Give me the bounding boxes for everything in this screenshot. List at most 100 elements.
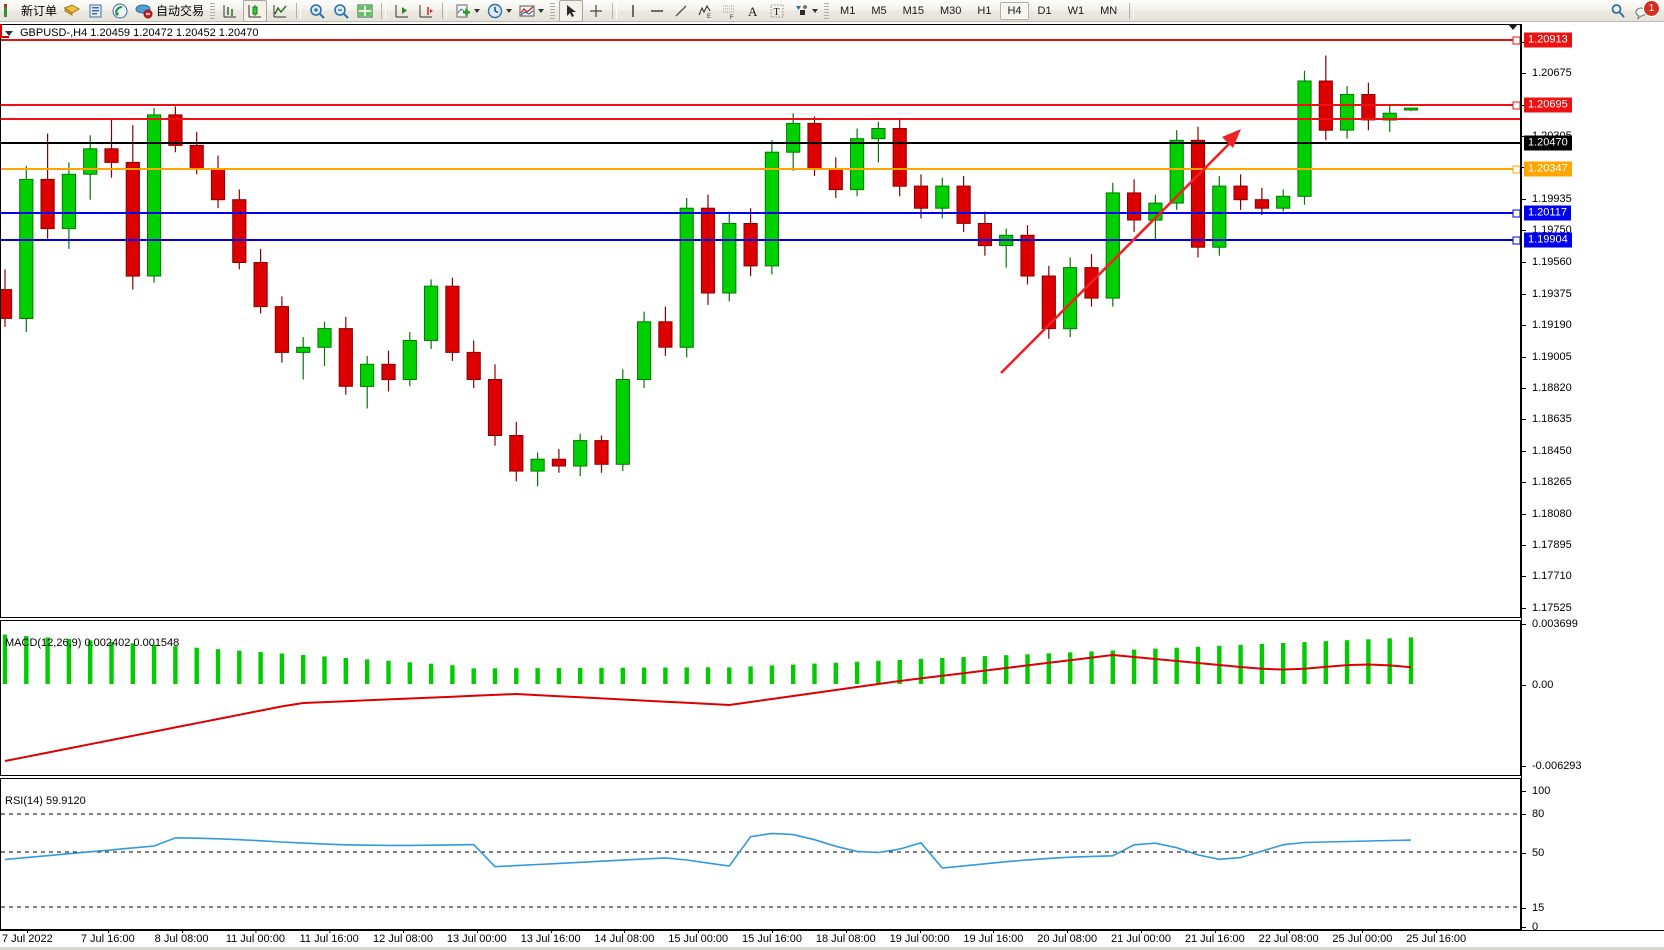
- macd-indicator-label: MACD(12,26,9) 0.002402 0.001548: [5, 637, 180, 649]
- data-window-button[interactable]: [61, 1, 83, 21]
- horizontal-scrollbar[interactable]: [0, 947, 1664, 950]
- price-level-badge[interactable]: 1.20470: [1524, 135, 1572, 151]
- pivot-handle[interactable]: [1512, 165, 1520, 174]
- text-label-button[interactable]: T: [766, 1, 788, 21]
- price-tick-label: 1.18080: [1522, 508, 1572, 520]
- period-button[interactable]: [484, 1, 514, 21]
- rsi-tick-label: 15: [1522, 902, 1544, 914]
- shapes-caret-icon[interactable]: [812, 8, 819, 13]
- search-button[interactable]: [1607, 1, 1629, 21]
- chart-shift-icon: [419, 4, 434, 17]
- toolbar-grip-1[interactable]: [210, 2, 216, 19]
- new-order-button[interactable]: 新订单: [1, 1, 59, 21]
- macd-canvas: [2, 634, 1414, 762]
- price-level-badge[interactable]: 1.20347: [1524, 161, 1572, 177]
- resistance-handle-2[interactable]: [1512, 101, 1520, 110]
- timeframe-m15[interactable]: M15: [902, 4, 924, 17]
- svg-text:T: T: [774, 7, 780, 18]
- timeframe-m1[interactable]: M1: [840, 4, 856, 17]
- time-tick-label: 13 Jul 16:00: [520, 930, 581, 945]
- rsi-pane[interactable]: RSI(14) 59.9120: [0, 778, 1521, 930]
- support-handle-1[interactable]: [1512, 209, 1520, 218]
- navigator-button[interactable]: [85, 1, 107, 21]
- cursor-button[interactable]: [559, 0, 584, 22]
- trendline-icon: [675, 5, 687, 16]
- chart-shift-button[interactable]: [415, 1, 437, 21]
- price-tick-label: 1.18265: [1522, 476, 1572, 488]
- price-tick-label: 1.19005: [1522, 351, 1572, 363]
- rsi-tick-label: 0: [1522, 921, 1538, 933]
- price-chart-pane[interactable]: GBPUSD-,H4 1.20459 1.20472 1.20452 1.204…: [0, 24, 1521, 618]
- price-tick-label: 1.18450: [1522, 445, 1572, 457]
- timeframe-d1[interactable]: D1: [1037, 4, 1052, 17]
- auto-scroll-button[interactable]: [391, 1, 413, 21]
- rsi-tick-label: 80: [1522, 808, 1544, 820]
- bar-chart-button[interactable]: [219, 1, 241, 21]
- svg-text:A: A: [748, 4, 758, 19]
- horizontal-line-icon: [651, 9, 664, 12]
- zoom-out-button[interactable]: [330, 1, 352, 21]
- timeframe-w1[interactable]: W1: [1067, 4, 1085, 17]
- toolbar-grip-2[interactable]: [550, 2, 556, 19]
- time-tick-label: 8 Jul 08:00: [154, 930, 209, 945]
- auto-scroll-icon: [395, 4, 409, 17]
- time-axis[interactable]: 7 Jul 2022 7 Jul 16:00 8 Jul 08:00 11 Jul 0…: [0, 930, 1664, 950]
- expert-advisors-button[interactable]: 自动交易: [133, 1, 206, 21]
- price-axis[interactable]: 1.208601.206751.204901.203051.201201.199…: [1521, 24, 1664, 933]
- zoom-in-button[interactable]: [306, 1, 328, 21]
- timeframe-mn[interactable]: MN: [1100, 4, 1118, 17]
- alerts-button[interactable]: 1: [1631, 0, 1660, 21]
- crosshair-button[interactable]: [585, 1, 607, 21]
- uptrend-arrow[interactable]: [1000, 129, 1241, 374]
- text-button[interactable]: A: [742, 1, 764, 21]
- templates-button[interactable]: [516, 1, 546, 21]
- macd-tick-label: 0.003699: [1522, 618, 1578, 630]
- macd-tick-label: -0.006293: [1522, 760, 1582, 772]
- new-order-label: 新订单: [21, 4, 58, 18]
- toolbar-grip-3[interactable]: [824, 2, 830, 19]
- fibonacci-button[interactable]: F: [718, 1, 740, 21]
- alerts-count-badge: 1: [1643, 0, 1660, 17]
- elliott-wave-icon: E: [698, 4, 711, 20]
- macd-pane[interactable]: MACD(12,26,9) 0.002402 0.001548: [0, 620, 1521, 776]
- resistance-handle-1[interactable]: [1512, 36, 1520, 45]
- rsi-line: [4, 832, 1412, 869]
- price-tick-label: 1.18635: [1522, 413, 1572, 425]
- chart-header: GBPUSD-,H4 1.20459 1.20472 1.20452 1.204…: [5, 27, 259, 39]
- chart-collapse-caret-icon[interactable]: [1508, 24, 1518, 30]
- period-caret-icon[interactable]: [506, 8, 513, 13]
- time-tick-label: 22 Jul 08:00: [1258, 930, 1319, 945]
- text-label-icon: T: [770, 4, 784, 18]
- macd-signal-line: [4, 653, 1412, 762]
- macd-tick-label: 0.00: [1522, 679, 1553, 691]
- price-level-badge[interactable]: 1.20913: [1524, 32, 1572, 48]
- time-tick-label: 13 Jul 00:00: [446, 930, 507, 945]
- tile-windows-button[interactable]: [354, 1, 376, 21]
- price-level-badge[interactable]: 1.20117: [1524, 205, 1571, 221]
- toolbar-right-group: 1: [1606, 0, 1664, 21]
- chart-menu-caret-icon[interactable]: [5, 30, 13, 36]
- toolbar-separator-3: [442, 2, 448, 19]
- timeframe-m30[interactable]: M30: [940, 4, 962, 17]
- candlestick-chart-button[interactable]: [243, 0, 268, 22]
- horizontal-line-button[interactable]: [646, 1, 668, 21]
- templates-caret-icon[interactable]: [538, 8, 545, 13]
- timeframe-h4[interactable]: H4: [1000, 1, 1029, 20]
- shapes-button[interactable]: [790, 1, 820, 21]
- support-handle-2[interactable]: [1512, 236, 1520, 245]
- time-tick-label: 20 Jul 08:00: [1037, 930, 1098, 945]
- trendline-button[interactable]: [670, 1, 692, 21]
- add-indicator-button[interactable]: [452, 1, 482, 21]
- price-tick-label: 1.17525: [1522, 602, 1572, 614]
- signals-button[interactable]: [109, 1, 131, 21]
- line-chart-button[interactable]: [269, 1, 291, 21]
- price-level-badge[interactable]: 1.20695: [1524, 97, 1572, 113]
- vertical-line-button[interactable]: [622, 1, 644, 21]
- add-indicator-caret-icon[interactable]: [474, 8, 481, 13]
- price-level-badge[interactable]: 1.19904: [1524, 232, 1572, 248]
- elliott-wave-button[interactable]: E: [694, 1, 716, 21]
- timeframe-m5[interactable]: M5: [871, 4, 887, 17]
- timeframe-h1[interactable]: H1: [977, 4, 992, 17]
- zoom-in-icon: [310, 3, 325, 19]
